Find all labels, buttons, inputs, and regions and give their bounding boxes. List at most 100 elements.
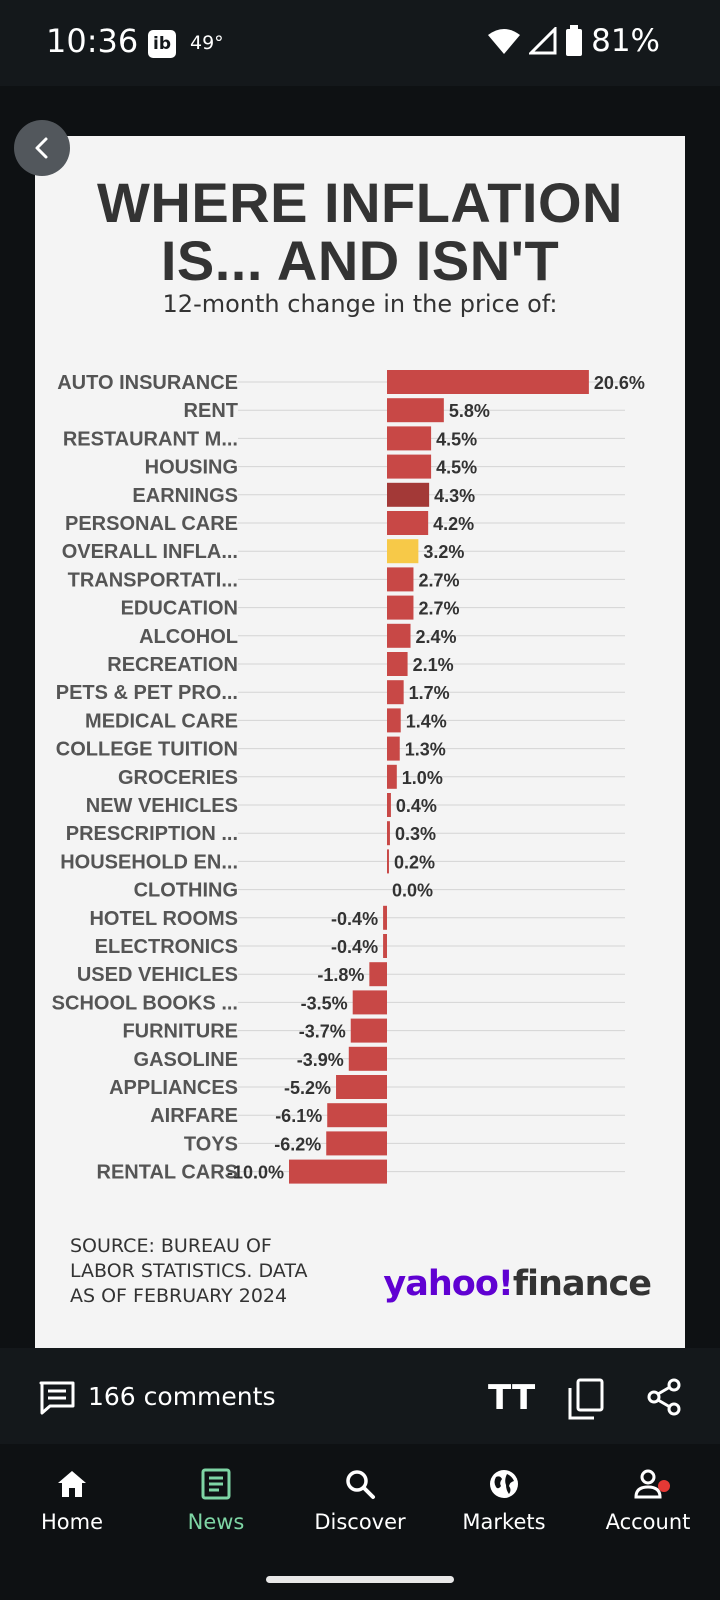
nav-item-account[interactable]: Account bbox=[576, 1444, 720, 1544]
chart-value-label: 2.1% bbox=[413, 655, 454, 675]
article-action-bar: 166 comments TT bbox=[0, 1348, 720, 1444]
chart-value-label: -3.5% bbox=[301, 993, 348, 1013]
account-icon bbox=[634, 1469, 662, 1499]
chart-value-label: 4.5% bbox=[436, 429, 477, 449]
chart-bar bbox=[352, 990, 387, 1015]
chart-bar bbox=[387, 680, 404, 705]
chart-category-label: GASOLINE bbox=[134, 1049, 238, 1071]
chart-bar bbox=[387, 454, 432, 479]
chart-category-label: NEW VEHICLES bbox=[86, 795, 238, 817]
chart-category-label: AUTO INSURANCE bbox=[57, 372, 238, 394]
weather-temperature: 49° bbox=[190, 32, 224, 54]
text-size-icon[interactable]: TT bbox=[488, 1378, 536, 1418]
status-indicators: 81% bbox=[487, 23, 660, 59]
chart-value-label: 1.3% bbox=[405, 740, 446, 760]
chart-category-label: RESTAURANT M... bbox=[63, 428, 238, 450]
chart-category-label: CLOTHING bbox=[134, 880, 238, 902]
nav-item-news[interactable]: News bbox=[144, 1444, 288, 1544]
chart-category-label: ELECTRONICS bbox=[95, 936, 238, 958]
source-line-1: SOURCE: BUREAU OF bbox=[70, 1235, 272, 1257]
chart-value-label: 4.3% bbox=[434, 486, 475, 506]
bottom-navigation: Home News Discover bbox=[0, 1444, 720, 1544]
chart-bar bbox=[387, 764, 397, 789]
chart-category-label: HOUSEHOLD EN... bbox=[60, 851, 238, 873]
chart-bar bbox=[387, 793, 391, 817]
status-time: 10:36 bbox=[46, 22, 139, 60]
chart-bar bbox=[387, 567, 414, 592]
comments-count-button[interactable]: 166 comments bbox=[88, 1382, 276, 1411]
wifi-icon bbox=[488, 29, 521, 54]
chart-bar bbox=[327, 1103, 387, 1128]
chart-category-label: RENTAL CARS bbox=[97, 1162, 238, 1184]
chart-category-label: SCHOOL BOOKS ... bbox=[52, 992, 238, 1014]
chart-bar bbox=[387, 595, 414, 620]
back-button[interactable] bbox=[14, 120, 70, 176]
cellular-signal-icon bbox=[529, 27, 557, 55]
chart-bar bbox=[383, 905, 387, 930]
title-line-2: IS... AND ISN'T bbox=[160, 229, 560, 292]
chart-value-label: 0.2% bbox=[394, 852, 435, 872]
chart-value-label: 1.0% bbox=[402, 768, 443, 788]
chart-bar bbox=[387, 708, 401, 733]
source-line-3: AS OF FEBRUARY 2024 bbox=[70, 1285, 288, 1307]
chart-category-label: RENT bbox=[184, 400, 238, 422]
chart-category-label: HOTEL ROOMS bbox=[89, 908, 238, 930]
chart-category-label: EDUCATION bbox=[121, 598, 238, 620]
chart-category-label: MEDICAL CARE bbox=[85, 710, 238, 732]
inflation-infographic: WHERE INFLATION IS... AND ISN'T 12-month… bbox=[35, 136, 685, 1348]
source-line-2: LABOR STATISTICS. DATA bbox=[70, 1260, 308, 1282]
chart-value-label: 2.7% bbox=[418, 599, 459, 619]
chart-value-label: -0.4% bbox=[331, 937, 378, 957]
chart-bar bbox=[387, 539, 419, 564]
chart-category-label: HOUSING bbox=[145, 457, 238, 479]
nav-item-discover[interactable]: Discover bbox=[288, 1444, 432, 1544]
chart-bar bbox=[348, 1046, 387, 1071]
chart-bar bbox=[387, 426, 432, 451]
nav-label-account: Account bbox=[605, 1510, 691, 1534]
comments-icon[interactable] bbox=[38, 1380, 76, 1416]
infographic-subtitle: 12-month change in the price of: bbox=[162, 290, 558, 318]
nav-label-discover: Discover bbox=[314, 1510, 406, 1534]
source-note: SOURCE: BUREAU OF LABOR STATISTICS. DATA… bbox=[70, 1234, 350, 1309]
globe-icon bbox=[490, 1470, 518, 1498]
gesture-handle[interactable] bbox=[266, 1576, 454, 1583]
nav-label-markets: Markets bbox=[462, 1510, 546, 1534]
chart-category-label: ALCOHOL bbox=[139, 626, 238, 648]
chart-category-label: AIRFARE bbox=[150, 1105, 238, 1127]
chart-bar bbox=[387, 821, 390, 846]
chart-bar bbox=[369, 962, 387, 987]
nav-item-home[interactable]: Home bbox=[0, 1444, 144, 1544]
chart-category-label: GROCERIES bbox=[118, 767, 238, 789]
chart-category-label: PRESCRIPTION ... bbox=[66, 823, 238, 845]
chart-bar bbox=[383, 934, 387, 958]
system-gesture-area bbox=[0, 1544, 720, 1600]
infographic-title: WHERE INFLATION IS... AND ISN'T bbox=[35, 174, 685, 290]
chevron-left-icon bbox=[35, 137, 48, 159]
chart-bar bbox=[387, 370, 589, 394]
chart-bar bbox=[289, 1159, 387, 1184]
chart-value-label: 4.5% bbox=[436, 458, 477, 478]
chart-bar bbox=[387, 482, 430, 507]
chart-category-label: TRANSPORTATI... bbox=[68, 569, 238, 591]
battery-percent: 81% bbox=[591, 23, 660, 59]
article-content[interactable]: WHERE INFLATION IS... AND ISN'T 12-month… bbox=[0, 86, 720, 1348]
chart-value-label: -3.7% bbox=[299, 1022, 346, 1042]
chart-bar bbox=[387, 849, 389, 874]
chart-value-label: -0.4% bbox=[331, 909, 378, 929]
chart-category-label: RECREATION bbox=[107, 654, 238, 676]
chart-value-label: -10.0% bbox=[227, 1163, 284, 1183]
copy-icon[interactable] bbox=[568, 1378, 604, 1420]
nav-item-markets[interactable]: Markets bbox=[432, 1444, 576, 1544]
notification-dot bbox=[658, 1480, 670, 1492]
chart-bar bbox=[387, 398, 444, 423]
share-icon[interactable] bbox=[646, 1378, 682, 1416]
chart-category-label: COLLEGE TUITION bbox=[56, 739, 238, 761]
chart-value-label: -6.2% bbox=[274, 1134, 321, 1154]
news-icon bbox=[201, 1468, 231, 1500]
chart-category-label: USED VEHICLES bbox=[77, 964, 238, 986]
chart-category-label: EARNINGS bbox=[132, 485, 238, 507]
chart-bar bbox=[326, 1131, 387, 1156]
chart-value-label: -6.1% bbox=[275, 1106, 322, 1126]
yahoo-finance-logo: yahoo!finance bbox=[383, 1264, 652, 1304]
inflation-bar-chart: AUTO INSURANCE 20.6% RENT 5.8% RESTAURANT M.… bbox=[52, 370, 645, 1184]
